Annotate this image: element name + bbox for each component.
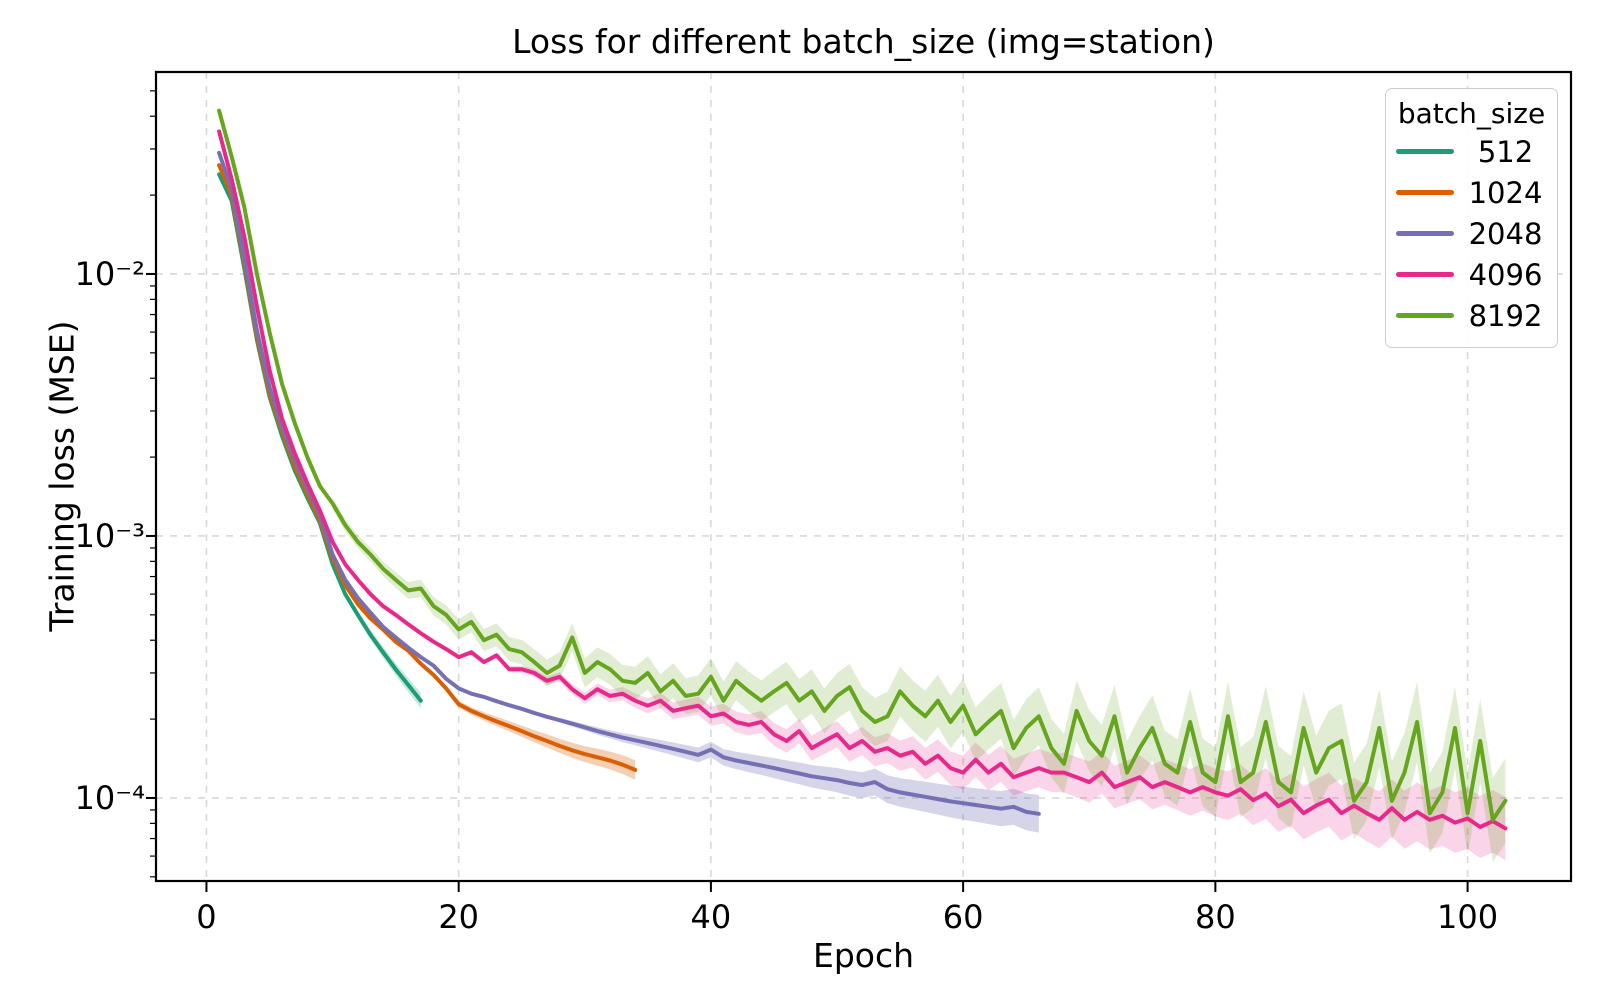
loss-curve-512 [217,172,423,703]
legend: batch_size 512 1024 2048 4096 8192 [1385,88,1558,348]
legend-entry-1024: 1024 [1386,172,1557,213]
x-tick-label: 0 [196,898,217,936]
chart-title: Loss for different batch_size (img=stati… [512,22,1215,61]
legend-entry-512: 512 [1386,131,1557,172]
x-tick-label: 100 [1437,898,1499,936]
legend-title: batch_size [1397,97,1546,130]
legend-entry-2048: 2048 [1386,213,1557,254]
legend-entry-4096: 4096 [1386,254,1557,295]
x-axis-label: Epoch [812,936,915,975]
legend-label: 1024 [1468,175,1543,210]
x-tick-label: 40 [690,898,732,936]
y-tick-label: 10⁻⁴ [74,778,145,817]
legend-entries: 512 1024 2048 4096 8192 [1386,131,1557,336]
loss-curve-1024 [217,163,638,772]
legend-label: 4096 [1468,257,1543,292]
legend-entry-8192: 8192 [1386,295,1557,336]
line-layer [217,108,1508,831]
legend-label: 2048 [1468,216,1543,251]
band-layer [332,498,1506,862]
legend-swatch-4096 [1396,272,1454,277]
legend-swatch-8192 [1396,313,1454,318]
x-tick-label: 20 [438,898,480,936]
loss-curve-2048 [217,150,1041,816]
legend-swatch-1024 [1396,190,1454,195]
legend-swatch-512 [1396,149,1454,154]
legend-label: 8192 [1468,298,1543,333]
confidence-band-8192 [332,498,1506,862]
axes-layer [146,70,1573,892]
x-tick-label: 60 [942,898,984,936]
plot-spines [154,70,1573,883]
x-tick-label: 80 [1194,898,1236,936]
loss-curve-8192 [217,108,1508,822]
grid-layer [156,72,1571,881]
legend-label: 512 [1477,134,1534,169]
loss-curve-4096 [217,129,1508,831]
y-tick-label: 10⁻² [74,254,145,293]
y-axis-label: Training loss (MSE) [42,320,82,632]
confidence-band-4096 [483,652,1506,860]
legend-swatch-2048 [1396,231,1454,236]
y-tick-label: 10⁻³ [74,516,145,555]
